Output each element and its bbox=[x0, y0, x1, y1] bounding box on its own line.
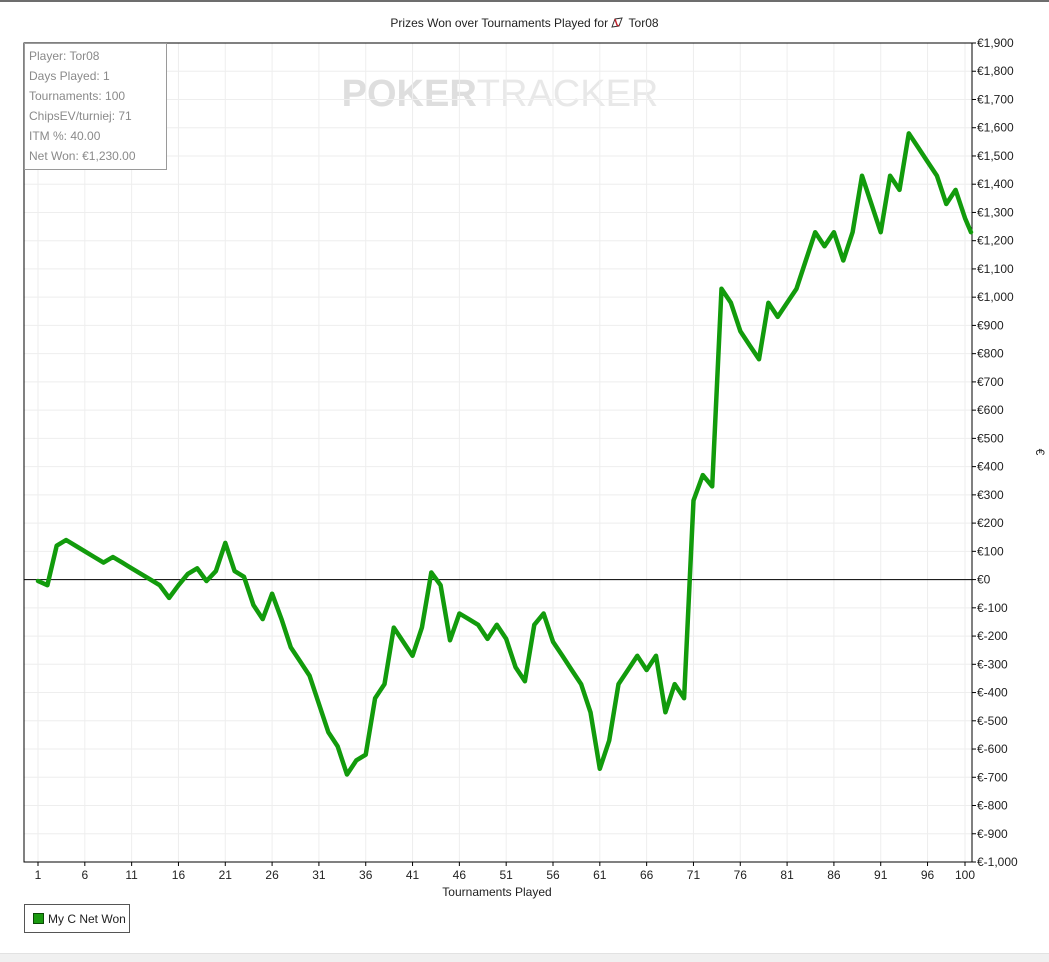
x-tick-label: 16 bbox=[172, 868, 186, 882]
y-tick-label: €500 bbox=[977, 431, 1004, 445]
x-tick-label: 46 bbox=[453, 868, 467, 882]
x-axis-ticks: 1 6 11 16 21 26 31 36 41 46 51 56 61 66 71 76 81 86 91 96 10… bbox=[35, 862, 975, 882]
y-tick-label: €400 bbox=[977, 460, 1004, 474]
window-bottom-strip bbox=[0, 953, 1049, 962]
chart-title-text: Prizes Won over Tournaments Played for bbox=[390, 16, 609, 30]
x-tick-label: 36 bbox=[359, 868, 373, 882]
chart-legend[interactable]: My C Net Won bbox=[24, 904, 130, 933]
stat-days-played: Days Played: 1 bbox=[29, 69, 110, 83]
y-tick-label: €1,400 bbox=[977, 177, 1014, 191]
x-tick-label: 86 bbox=[827, 868, 841, 882]
y-tick-label: €1,000 bbox=[977, 290, 1014, 304]
window-top-border bbox=[0, 0, 1049, 2]
grid-lines bbox=[24, 42, 972, 863]
y-tick-label: €-600 bbox=[977, 742, 1008, 756]
x-tick-label: 96 bbox=[921, 868, 935, 882]
poker-tracker-logo-icon bbox=[611, 17, 624, 28]
x-tick-label: 71 bbox=[687, 868, 701, 882]
y-tick-label: €600 bbox=[977, 403, 1004, 417]
stat-net-won: Net Won: €1,230.00 bbox=[29, 149, 136, 163]
plot-area-frame bbox=[23, 42, 973, 863]
stat-chipsev: ChipsEV/turniej: 71 bbox=[29, 109, 132, 123]
y-tick-label: €1,200 bbox=[977, 234, 1014, 248]
x-tick-label: 76 bbox=[734, 868, 748, 882]
y-tick-label: €-1,000 bbox=[977, 855, 1018, 869]
x-tick-label: 91 bbox=[874, 868, 888, 882]
x-tick-label: 6 bbox=[81, 868, 88, 882]
x-tick-label: 26 bbox=[265, 868, 279, 882]
y-tick-label: €1,700 bbox=[977, 92, 1014, 106]
legend-label: My C Net Won bbox=[48, 911, 126, 926]
y-tick-label: €100 bbox=[977, 544, 1004, 558]
y-tick-label: €0 bbox=[977, 573, 991, 587]
x-tick-label: 21 bbox=[219, 868, 233, 882]
chart-title: Prizes Won over Tournaments Played for T… bbox=[0, 16, 1049, 30]
y-tick-label: €-500 bbox=[977, 714, 1008, 728]
y-tick-label: €-200 bbox=[977, 629, 1008, 643]
stat-tournaments: Tournaments: 100 bbox=[29, 89, 126, 103]
y-tick-label: €-800 bbox=[977, 799, 1008, 813]
watermark-light: TRACKER bbox=[477, 73, 659, 115]
y-tick-label: €1,800 bbox=[977, 64, 1014, 78]
y-tick-label: €-100 bbox=[977, 601, 1008, 615]
stat-player: Player: Tor08 bbox=[29, 49, 100, 63]
x-tick-label: 41 bbox=[406, 868, 420, 882]
y-tick-label: €-400 bbox=[977, 686, 1008, 700]
x-tick-label: 51 bbox=[500, 868, 514, 882]
x-tick-label: 100 bbox=[955, 868, 975, 882]
y-tick-label: €1,900 bbox=[977, 36, 1014, 50]
x-tick-label: 66 bbox=[640, 868, 654, 882]
x-tick-label: 61 bbox=[593, 868, 607, 882]
y-tick-label: €700 bbox=[977, 375, 1004, 389]
x-tick-label: 11 bbox=[125, 868, 138, 882]
y-tick-label: €1,500 bbox=[977, 149, 1014, 163]
y-tick-label: €800 bbox=[977, 347, 1004, 361]
y-tick-label: €200 bbox=[977, 516, 1004, 530]
y-axis-label: € bbox=[1033, 449, 1047, 456]
player-stats-box: Player: Tor08 Days Played: 1 Tournaments… bbox=[24, 43, 167, 170]
y-tick-label: €-300 bbox=[977, 657, 1008, 671]
y-tick-label: €1,300 bbox=[977, 205, 1014, 219]
chart-title-player: Tor08 bbox=[628, 16, 659, 30]
y-tick-label: €-700 bbox=[977, 770, 1008, 784]
y-tick-label: €1,600 bbox=[977, 121, 1014, 135]
series-line-my-c-net-won bbox=[35, 131, 974, 777]
x-tick-label: 56 bbox=[546, 868, 560, 882]
y-tick-label: €900 bbox=[977, 318, 1004, 332]
y-tick-label: €300 bbox=[977, 488, 1004, 502]
y-tick-label: €1,100 bbox=[977, 262, 1014, 276]
stat-itm: ITM %: 40.00 bbox=[29, 129, 101, 143]
poker-tracker-watermark: POKERTRACKER bbox=[342, 73, 659, 115]
x-tick-label: 81 bbox=[780, 868, 794, 882]
legend-swatch bbox=[33, 913, 44, 924]
x-tick-label: 1 bbox=[35, 868, 42, 882]
x-axis-label: Tournaments Played bbox=[442, 885, 551, 899]
x-tick-label: 31 bbox=[312, 868, 326, 882]
y-axis-ticks: €1,900 €1,800 €1,700 €1,600 €1,500 €1,400 €1,3… bbox=[972, 36, 1018, 869]
y-tick-label: €-900 bbox=[977, 827, 1008, 841]
watermark-bold: POKER bbox=[342, 73, 477, 115]
